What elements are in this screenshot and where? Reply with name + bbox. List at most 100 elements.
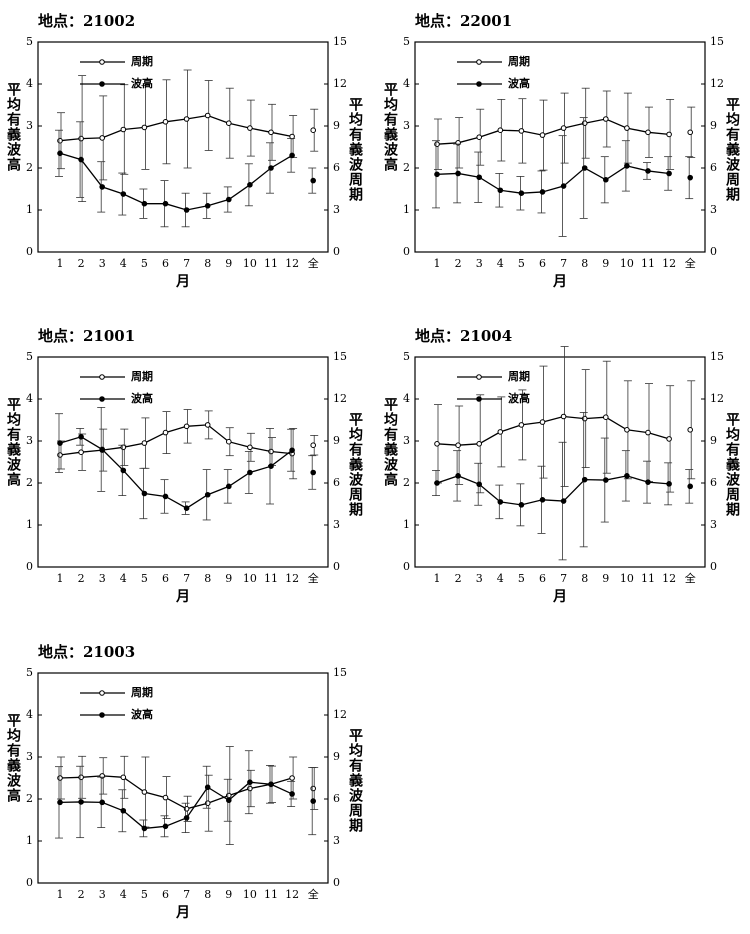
point (247, 125, 253, 131)
x-tick-label: 10 (243, 257, 257, 270)
x-tick-label: 全 (685, 571, 696, 585)
y-tick-label: 1 (26, 834, 33, 847)
point (204, 491, 211, 498)
y2-tick-label: 6 (710, 161, 717, 174)
x-tick-label: 5 (141, 257, 148, 270)
point (687, 174, 694, 181)
point (687, 129, 694, 136)
y-tick-label: 0 (403, 560, 410, 573)
point (645, 479, 651, 485)
x-tick-label: 1 (57, 257, 64, 270)
y2-tick-label: 15 (333, 350, 347, 363)
point (141, 490, 148, 497)
point (666, 170, 672, 177)
point (560, 183, 567, 189)
point (162, 200, 169, 207)
x-tick-label: 12 (285, 257, 299, 270)
y2-tick-label: 0 (333, 245, 340, 258)
legend-marker (476, 59, 482, 65)
point (624, 473, 630, 479)
point (518, 128, 525, 134)
legend-marker (99, 396, 105, 402)
y-axis-label: 平均有義波高 (5, 82, 21, 172)
x-tick-label: 3 (476, 257, 483, 270)
point (141, 440, 148, 446)
point (120, 126, 127, 133)
x-tick-label: 7 (183, 572, 190, 585)
x-axis-label: 月 (552, 274, 567, 290)
point (162, 119, 169, 125)
point (539, 419, 546, 425)
y2-tick-label: 9 (333, 750, 340, 763)
chart-title: 地点：21001 (38, 327, 135, 345)
x-tick-label: 4 (497, 257, 504, 270)
point (560, 125, 567, 131)
point (434, 171, 440, 178)
x-tick-label: 7 (560, 572, 567, 585)
point (289, 791, 295, 797)
point (645, 129, 651, 136)
series-line (59, 436, 293, 509)
y2-tick-label: 12 (710, 77, 724, 90)
point (518, 190, 525, 196)
y-tick-label: 0 (403, 245, 410, 258)
x-tick-label: 12 (285, 888, 299, 901)
point (204, 800, 211, 807)
x-tick-label: 全 (308, 571, 319, 585)
legend-label: 波高 (508, 391, 530, 405)
point (162, 429, 169, 436)
x-tick-label: 9 (602, 257, 609, 270)
point (204, 784, 211, 791)
legend-marker (476, 396, 482, 402)
x-axis-label: 月 (175, 905, 190, 921)
y2-tick-label: 9 (333, 119, 340, 132)
x-tick-label: 3 (99, 257, 106, 270)
x-tick-label: 2 (78, 257, 85, 270)
x-tick-label: 6 (539, 257, 546, 270)
y-tick-label: 3 (26, 434, 33, 447)
point (476, 441, 483, 447)
x-tick-label: 4 (120, 888, 127, 901)
point (120, 467, 127, 474)
point (247, 785, 253, 792)
point (99, 446, 105, 453)
point (57, 775, 63, 781)
point (183, 116, 190, 122)
x-tick-label: 3 (99, 888, 106, 901)
x-tick-label: 9 (225, 888, 232, 901)
x-tick-label: 6 (539, 572, 546, 585)
legend-marker (99, 374, 105, 380)
point (476, 481, 483, 488)
point (78, 156, 84, 163)
series-line (59, 114, 293, 142)
x-tick-label: 4 (497, 572, 504, 585)
point (476, 134, 483, 140)
point (226, 483, 232, 490)
x-tick-label: 5 (518, 257, 525, 270)
point (497, 499, 504, 505)
plot-frame (414, 356, 706, 568)
point (120, 774, 127, 781)
x-tick-label: 全 (308, 256, 319, 270)
y-tick-label: 3 (26, 750, 33, 763)
point (268, 781, 274, 788)
y-tick-label: 2 (26, 161, 33, 174)
y2-tick-label: 3 (333, 834, 340, 847)
x-tick-label: 7 (560, 257, 567, 270)
point (99, 184, 105, 190)
y-tick-label: 1 (26, 518, 33, 531)
x-tick-label: 9 (225, 257, 232, 270)
x-tick-label: 1 (434, 572, 441, 585)
y-axis-label: 平均有義波高 (382, 82, 398, 172)
y2-tick-label: 12 (710, 392, 724, 405)
x-tick-label: 11 (264, 572, 278, 585)
point (603, 116, 609, 122)
plot-frame (37, 356, 329, 568)
point (247, 469, 253, 476)
point (183, 806, 190, 812)
point (455, 473, 461, 479)
y-tick-label: 3 (26, 119, 33, 132)
chart-title: 地点：21004 (415, 327, 512, 345)
x-axis-label: 月 (552, 589, 567, 605)
point (141, 825, 148, 832)
